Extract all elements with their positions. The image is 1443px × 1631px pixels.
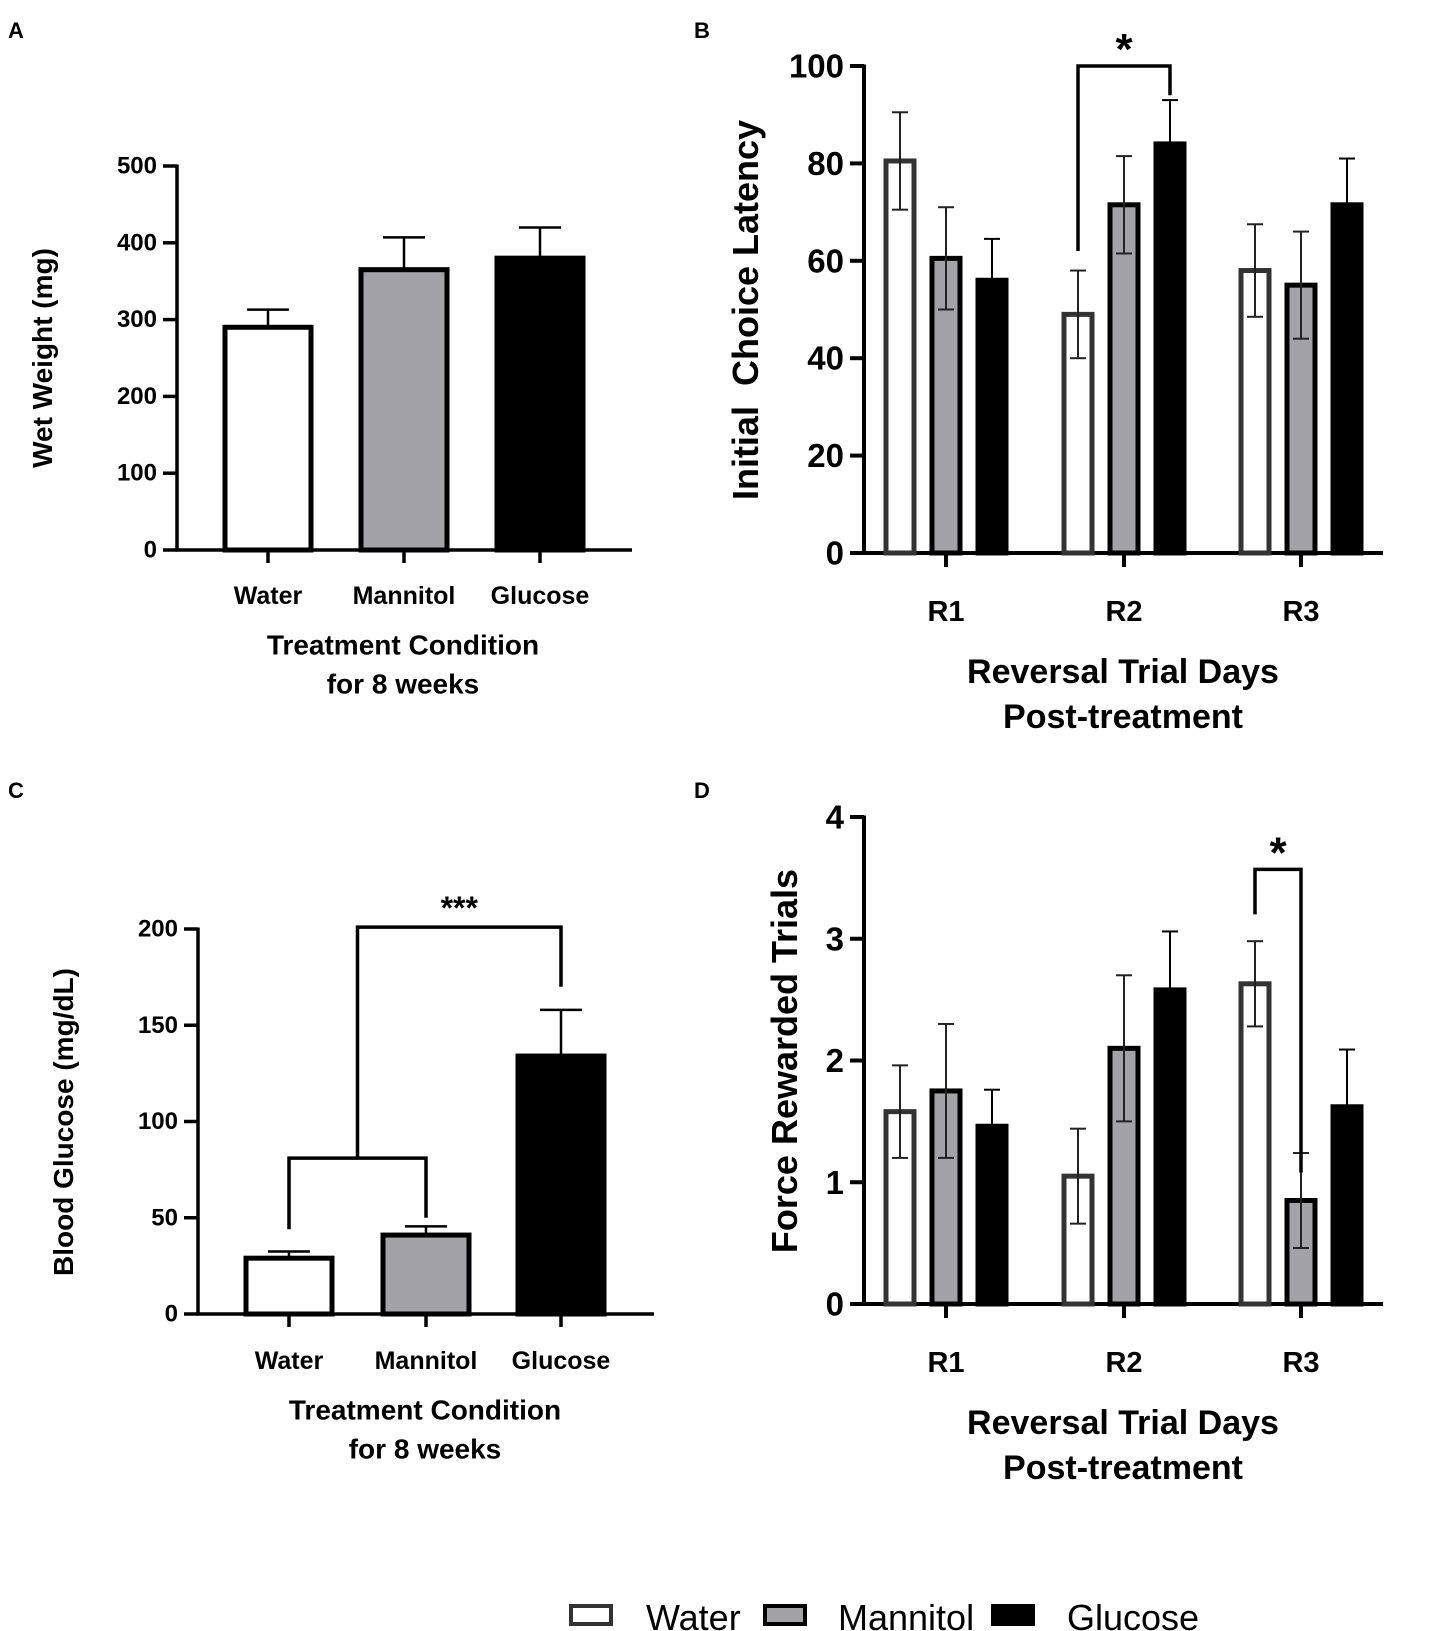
y-tick-label: 500 — [117, 153, 157, 180]
x-axis-title: Reversal Trial Days — [967, 1404, 1279, 1442]
figure-legend: Water Mannitol Glucose — [569, 1597, 1199, 1631]
x-tick-label: Water — [255, 1347, 324, 1375]
y-tick-label: 1 — [826, 1164, 844, 1201]
bar-mannitol — [1107, 202, 1141, 556]
panel-label: D — [694, 778, 710, 803]
bar-water — [243, 1255, 335, 1317]
y-tick-label: 0 — [826, 1286, 844, 1323]
significance-bracket — [287, 1156, 428, 1230]
x-tick-label: Glucose — [491, 582, 590, 610]
y-tick-label: 4 — [826, 799, 845, 836]
y-tick-label: 100 — [138, 1108, 178, 1135]
x-tick-label: R3 — [1282, 1347, 1319, 1379]
panel-c: C 0 50 100 150 200 Water Mannitol Glucose *** Trea… — [8, 778, 654, 1465]
y-tick-label: 2 — [826, 1042, 844, 1079]
x-tick-label: R2 — [1105, 596, 1142, 628]
y-tick-label: 200 — [138, 916, 178, 943]
significance-marker: * — [1115, 25, 1133, 74]
y-tick-label: 100 — [117, 460, 157, 487]
y-tick-label: 100 — [789, 48, 844, 85]
y-axis-title: Blood Glucose (mg/dL) — [48, 968, 79, 1276]
x-tick-label: R1 — [927, 1347, 964, 1379]
x-axis-title: Treatment Condition — [267, 630, 539, 661]
bar-mannitol — [358, 267, 450, 553]
panel-label: C — [8, 778, 24, 803]
legend-swatch-water — [569, 1604, 613, 1626]
bar-glucose — [1330, 202, 1364, 556]
x-axis-title: Reversal Trial Days — [967, 653, 1279, 691]
panel-d: D 0 1 2 3 4 R1 R2 R3 * Reversal Trial Days Post-tre… — [694, 778, 1383, 1487]
y-tick-label: 50 — [151, 1204, 178, 1231]
y-tick-label: 40 — [807, 340, 844, 377]
x-tick-label: R1 — [927, 596, 964, 628]
x-tick-label: Water — [234, 582, 303, 610]
bar-glucose — [494, 255, 586, 553]
significance-bracket — [355, 925, 563, 1159]
panel-b: B 0 20 40 60 80 100 R1 R2 R3 * Reversal Trial Days P… — [694, 18, 1383, 736]
x-axis-title: Post-treatment — [1003, 698, 1243, 736]
panel-a: A 0 100 200 300 400 500 Water Mannitol Glucose Tre… — [8, 18, 632, 700]
y-axis-title: Force Rewarded Trials — [764, 869, 805, 1253]
bar-water — [222, 324, 314, 553]
y-tick-label: 200 — [117, 383, 157, 410]
y-tick-label: 20 — [807, 437, 844, 474]
significance-bracket — [1076, 64, 1172, 252]
x-tick-label: Mannitol — [375, 1347, 478, 1375]
y-tick-label: 150 — [138, 1012, 178, 1039]
panel-label: A — [8, 18, 24, 43]
y-axis-title: Initial Choice Latency — [725, 120, 766, 500]
bar-glucose — [515, 1053, 607, 1317]
x-tick-label: R2 — [1105, 1347, 1142, 1379]
y-tick-label: 0 — [144, 537, 157, 564]
bar-glucose — [1153, 141, 1187, 556]
legend-label-mannitol: Mannitol — [838, 1597, 974, 1631]
bar-water — [1238, 981, 1272, 1307]
y-axis-title: Wet Weight (mg) — [27, 248, 58, 468]
x-axis-title: for 8 weeks — [327, 669, 480, 700]
y-tick-label: 60 — [807, 242, 844, 279]
y-tick-label: 300 — [117, 306, 157, 333]
bar-glucose — [975, 277, 1009, 556]
y-tick-label: 400 — [117, 229, 157, 256]
x-axis-title: Post-treatment — [1003, 1449, 1243, 1487]
bar-mannitol — [380, 1232, 472, 1317]
y-tick-label: 0 — [165, 1301, 178, 1328]
x-axis-title: for 8 weeks — [349, 1434, 502, 1465]
significance-bracket — [1253, 867, 1303, 1173]
x-tick-label: Mannitol — [353, 582, 456, 610]
bar-glucose — [1153, 987, 1187, 1307]
legend-label-water: Water — [646, 1597, 741, 1631]
x-axis-title: Treatment Condition — [289, 1395, 561, 1426]
panel-label: B — [694, 18, 710, 43]
y-tick-label: 80 — [807, 145, 844, 182]
legend-swatch-glucose — [991, 1604, 1035, 1626]
legend-swatch-mannitol — [763, 1604, 807, 1626]
significance-marker: * — [1269, 828, 1287, 877]
bar-water — [883, 158, 917, 556]
x-tick-label: R3 — [1282, 596, 1319, 628]
significance-marker: *** — [441, 890, 479, 926]
legend-label-glucose: Glucose — [1067, 1597, 1199, 1631]
bar-mannitol — [929, 1088, 963, 1307]
y-tick-label: 3 — [826, 920, 844, 957]
x-tick-label: Glucose — [512, 1347, 611, 1375]
y-tick-label: 0 — [826, 535, 844, 572]
